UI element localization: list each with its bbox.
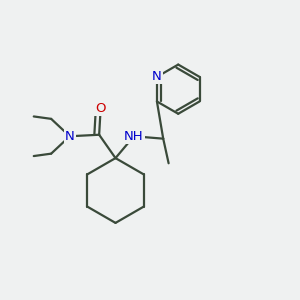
Text: NH: NH [124, 130, 144, 143]
Text: O: O [95, 102, 106, 115]
Text: N: N [152, 70, 162, 83]
Text: N: N [65, 130, 75, 143]
